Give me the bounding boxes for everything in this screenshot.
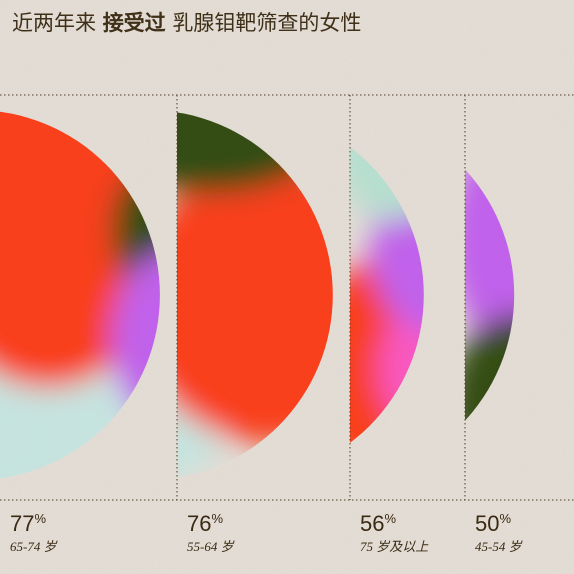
unit: % bbox=[34, 511, 46, 526]
value-label: 76% bbox=[187, 511, 223, 536]
title-part: 乳腺钼靶筛查的女性 bbox=[166, 11, 362, 35]
title-part: 近两年来 bbox=[12, 11, 103, 35]
value: 77 bbox=[10, 511, 34, 536]
value: 56 bbox=[360, 511, 384, 536]
value-label: 50% bbox=[475, 511, 511, 536]
value: 76 bbox=[187, 511, 211, 536]
value: 50 bbox=[475, 511, 499, 536]
value-label: 77% bbox=[10, 511, 46, 536]
chart-title: 近两年来 接受过 乳腺钼靶筛查的女性 bbox=[12, 11, 361, 35]
unit: % bbox=[211, 511, 223, 526]
title-part: 接受过 bbox=[103, 11, 166, 35]
category-label: 55-64 岁 bbox=[187, 539, 235, 554]
category-label: 45-54 岁 bbox=[475, 539, 523, 554]
value-label: 56% bbox=[360, 511, 396, 536]
unit: % bbox=[499, 511, 511, 526]
category-label: 75 岁及以上 bbox=[360, 539, 429, 554]
category-label: 65-74 岁 bbox=[10, 539, 58, 554]
unit: % bbox=[384, 511, 396, 526]
